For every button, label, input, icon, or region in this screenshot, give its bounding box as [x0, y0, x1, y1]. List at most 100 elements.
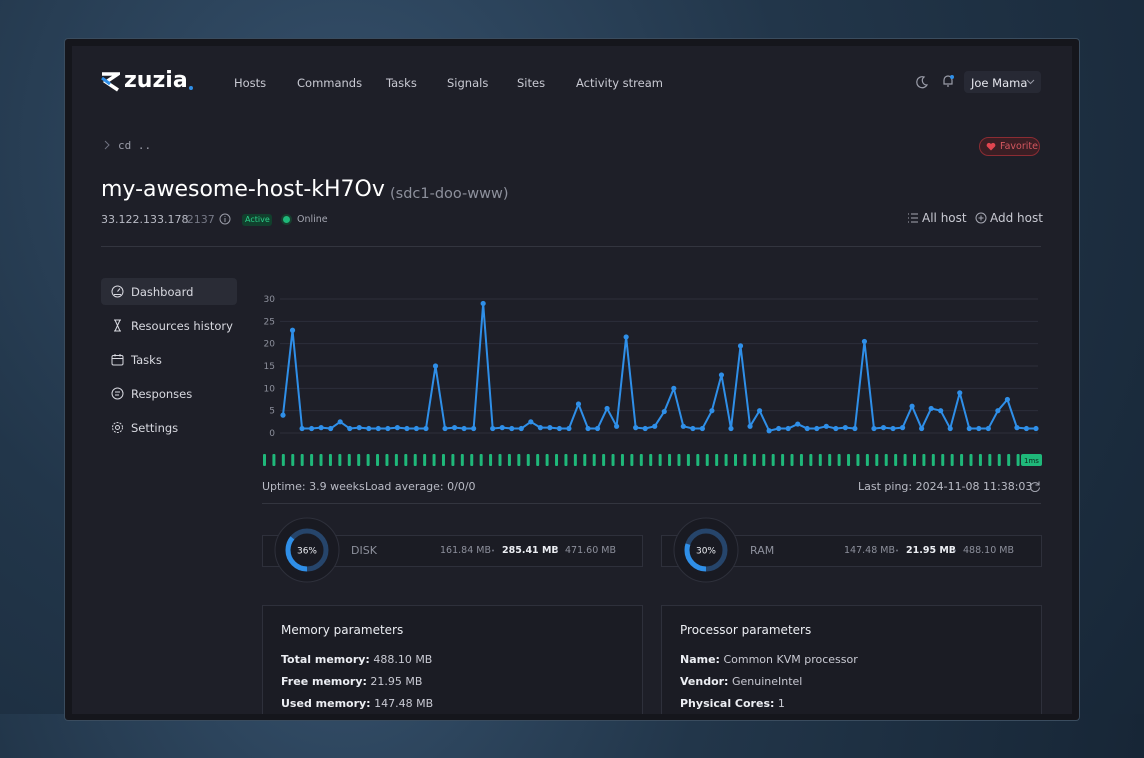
nav-item[interactable]: Sites [517, 76, 546, 90]
usage-value: 488.10 MB [963, 545, 1014, 556]
ping-point [766, 428, 772, 434]
host-ip: 33.122.133.178 [101, 213, 189, 226]
ping-point [671, 385, 677, 391]
param-row: Name: Common KVM processor [680, 653, 858, 666]
param-key: Total memory: [281, 653, 370, 666]
ping-status-bar [366, 454, 370, 466]
all-host-link[interactable]: All host [922, 211, 967, 225]
ping-status-bar [555, 454, 559, 466]
ping-status-bar [875, 454, 879, 466]
ping-status-bar [837, 454, 841, 466]
ping-point [1004, 396, 1011, 403]
sidebar-item[interactable]: Tasks [131, 353, 162, 367]
ping-status-bar [856, 454, 860, 466]
ping-status-bar [781, 454, 785, 466]
ping-point [842, 425, 848, 431]
ping-point [728, 425, 734, 432]
ping-point [518, 425, 524, 432]
ping-status-bar [385, 454, 389, 466]
ping-badge [1021, 454, 1042, 466]
add-host-link[interactable]: Add host [990, 211, 1043, 225]
ping-point [919, 425, 925, 432]
usage-value: 21.95 MB [906, 545, 957, 556]
favorite-button[interactable] [979, 137, 1040, 156]
param-value: 21.95 MB [370, 675, 423, 688]
ping-status-bar [1007, 454, 1011, 466]
load-average: Load average: 0/0/0 [365, 480, 476, 493]
ping-status-bar [912, 454, 916, 466]
param-row: Free memory: 21.95 MB [281, 675, 422, 688]
ping-point [423, 425, 429, 432]
ping-point [537, 425, 543, 431]
ping-status-bar [498, 454, 502, 466]
ping-status-bar [1016, 454, 1020, 466]
ping-status-bar [451, 454, 455, 466]
info-icon[interactable] [219, 213, 231, 225]
breadcrumb[interactable]: cd .. [118, 139, 152, 152]
divider [101, 246, 1041, 247]
usage-gauges: 36% 30% [274, 517, 739, 583]
refresh-icon[interactable] [1029, 480, 1041, 492]
ping-point [947, 425, 953, 432]
ping-status-bar [941, 454, 945, 466]
ping-point [976, 425, 982, 432]
usage-name: RAM [750, 544, 775, 557]
ping-status-bar [658, 454, 662, 466]
sidebar-item[interactable]: Responses [131, 387, 193, 401]
ping-status-bar [564, 454, 568, 466]
ping-point [966, 425, 972, 432]
ping-point [890, 425, 896, 432]
logo[interactable]: zuzia [124, 68, 188, 93]
sidebar-item[interactable]: Settings [131, 421, 179, 435]
divider [262, 503, 1041, 504]
ping-status-bar [884, 454, 888, 466]
ping-point [680, 423, 686, 429]
nav-item[interactable]: Commands [297, 76, 363, 90]
ping-status-bar [281, 454, 285, 466]
ping-point [328, 425, 334, 432]
param-key: Free memory: [281, 675, 367, 688]
ping-line [282, 302, 1036, 432]
nav-item[interactable]: Signals [447, 76, 489, 90]
y-tick-label: 25 [264, 317, 275, 327]
ping-point [471, 425, 477, 432]
user-name[interactable]: Joe Mama [971, 76, 1028, 90]
ping-status-bar [894, 454, 898, 466]
ping-point [547, 425, 553, 431]
ping-chart: 0 5 10 15 20 25 30 1ms [263, 295, 1042, 466]
ping-status-bar [263, 454, 266, 466]
dashboard-icon [111, 285, 124, 298]
ping-status-bar [997, 454, 1001, 466]
ping-status-bar [715, 454, 719, 466]
processor-panel [661, 605, 1042, 727]
ping-status-bar [686, 454, 690, 466]
ping-status-bar [376, 454, 380, 466]
param-row: Vendor: GenuineIntel [680, 675, 802, 688]
notifications[interactable] [941, 74, 955, 88]
settings-icon [112, 422, 123, 433]
nav-item[interactable]: Hosts [234, 76, 267, 90]
sidebar-item[interactable]: Resources history [131, 319, 233, 333]
param-key: Physical Cores: [680, 697, 775, 710]
nav-item[interactable]: Activity stream [576, 76, 663, 90]
ping-status-bar [950, 454, 954, 466]
user-menu[interactable] [964, 71, 1041, 93]
backdrop-bottom [0, 714, 1144, 758]
gauge-backdrop [673, 517, 739, 583]
ping-point [1033, 425, 1039, 432]
ping-point [280, 412, 286, 418]
nav-item[interactable]: Tasks [386, 76, 417, 90]
param-value: GenuineIntel [731, 675, 803, 688]
ping-point [747, 423, 753, 429]
y-tick-label: 5 [269, 407, 275, 417]
ping-status-bar [762, 454, 766, 466]
ping-status-bar [573, 454, 577, 466]
favorite-label[interactable]: Favorite [1000, 141, 1038, 152]
ping-point [785, 425, 791, 432]
ping-status-bar [677, 454, 681, 466]
sidebar-item[interactable]: Dashboard [131, 285, 194, 299]
theme-toggle[interactable] [915, 75, 929, 89]
ping-status-bar [526, 454, 530, 466]
ping-point [413, 425, 420, 432]
ping-point [814, 425, 820, 432]
